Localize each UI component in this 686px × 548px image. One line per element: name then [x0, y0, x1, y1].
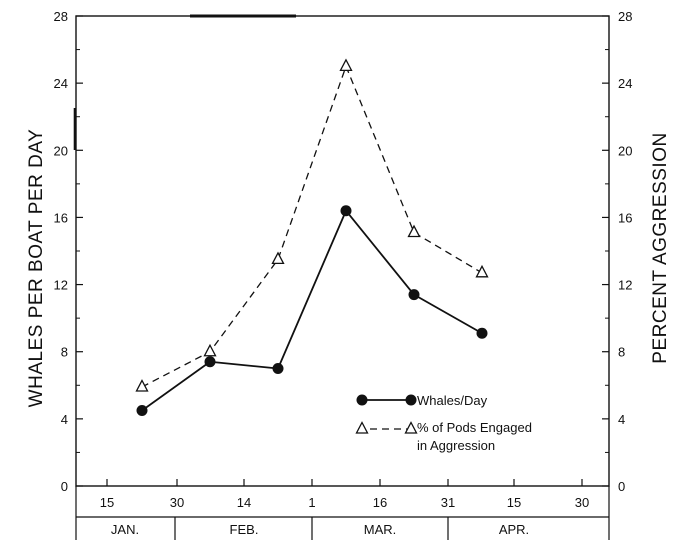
y-axis-title-left: WHALES PER BOAT PER DAY: [26, 129, 47, 408]
x-tick-label-7: 30: [575, 495, 589, 510]
point-aggression-3: [339, 58, 353, 72]
y-tick-label-right-5: 20: [618, 143, 632, 158]
point-aggression-0: [135, 379, 149, 392]
month-label-feb: FEB.: [230, 522, 259, 537]
plot-frame: [75, 15, 610, 487]
y-tick-label-right-4: 16: [618, 210, 632, 225]
x-tick-label-2: 14: [237, 495, 251, 510]
y-tick-label-left-3: 12: [54, 278, 68, 293]
x-tick-label-3: 1: [308, 495, 315, 510]
x-ticks: 15 30 14 1 16 31 15 30: [100, 479, 589, 510]
point-aggression-4: [407, 224, 421, 238]
y-ticks-right: 0 4 8 12 16 20 24 28: [602, 9, 632, 494]
y-tick-label-right-3: 12: [618, 278, 632, 293]
y-tick-label-left-0: 0: [61, 479, 68, 494]
legend-marker-aggression-left: [355, 421, 369, 434]
month-label-apr: APR.: [499, 522, 529, 537]
axes: [73, 14, 610, 540]
series-line-aggression: [141, 65, 483, 388]
legend-marker-aggression-right: [404, 421, 418, 434]
y-tick-label-left-2: 8: [61, 345, 68, 360]
x-tick-label-0: 15: [100, 495, 114, 510]
point-whales-4: [408, 289, 420, 301]
series-line-whales: [141, 209, 483, 412]
x-tick-label-1: 30: [170, 495, 184, 510]
series-layer: [135, 58, 489, 416]
point-whales-3: [340, 205, 352, 217]
point-aggression-5: [475, 264, 489, 278]
legend-label-whales: Whales/Day: [417, 393, 488, 408]
legend-label-aggression-1: % of Pods Engaged: [417, 420, 532, 435]
y-tick-label-right-6: 24: [618, 76, 632, 91]
y-tick-label-left-5: 20: [54, 143, 68, 158]
legend: Whales/Day % of Pods Engaged in Aggressi…: [355, 393, 532, 453]
y-axis-title-right: PERCENT AGGRESSION: [650, 132, 671, 363]
y-tick-label-right-0: 0: [618, 479, 625, 494]
x-tick-label-6: 15: [507, 495, 521, 510]
y-tick-label-left-4: 16: [54, 210, 68, 225]
y-tick-label-left-7: 28: [54, 9, 68, 24]
point-aggression-2: [271, 251, 285, 265]
point-whales-0: [136, 404, 148, 416]
x-tick-label-4: 16: [373, 495, 387, 510]
y-ticks-left: 0 4 8 12 16 20 24 28: [54, 9, 83, 494]
y-tick-label-right-2: 8: [618, 345, 625, 360]
y-tick-label-left-6: 24: [54, 76, 68, 91]
legend-marker-whales-left: [356, 394, 368, 406]
y-tick-label-right-1: 4: [618, 412, 625, 427]
y-tick-label-left-1: 4: [61, 412, 68, 427]
legend-label-aggression-2: in Aggression: [417, 438, 495, 453]
legend-marker-whales-right: [405, 394, 417, 406]
month-label-mar: MAR.: [364, 522, 397, 537]
x-tick-label-5: 31: [441, 495, 455, 510]
point-whales-5: [476, 327, 488, 339]
y-tick-label-right-7: 28: [618, 9, 632, 24]
point-whales-2: [272, 363, 284, 374]
point-aggression-1: [203, 343, 217, 357]
point-whales-1: [204, 356, 216, 368]
month-labels: JAN. FEB. MAR. APR.: [111, 522, 529, 537]
month-label-jan: JAN.: [111, 522, 139, 537]
